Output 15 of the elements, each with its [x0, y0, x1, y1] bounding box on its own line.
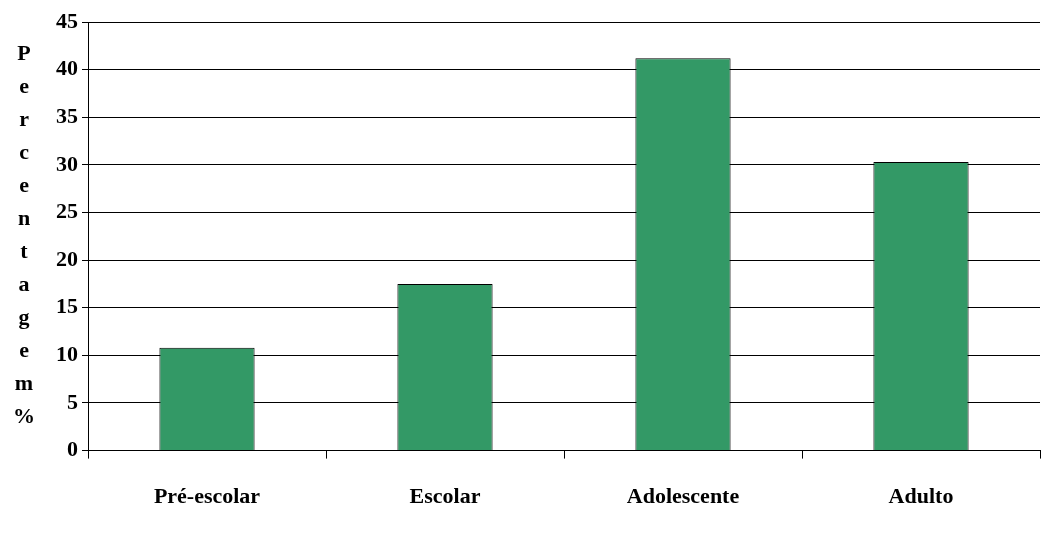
y-tick-label: 20: [56, 245, 78, 271]
y-tick-label: 40: [56, 55, 78, 81]
y-tick-label: 35: [56, 102, 78, 128]
y-tick-label: 5: [67, 388, 78, 414]
y-tick-label: 45: [56, 7, 78, 33]
y-tick-label: 15: [56, 293, 78, 319]
y-tick-label: 0: [67, 436, 78, 462]
y-tick-label: 25: [56, 198, 78, 224]
x-tick-label: Adulto: [888, 483, 954, 509]
text: Percentagem %: [13, 40, 35, 429]
x-tick-label: Escolar: [409, 483, 481, 509]
x-tick-label: Pré-escolar: [153, 483, 261, 509]
y-tick-label: 30: [56, 150, 78, 176]
x-tick-label: Adolescente: [626, 483, 740, 509]
y-tick-label: 10: [56, 341, 78, 367]
